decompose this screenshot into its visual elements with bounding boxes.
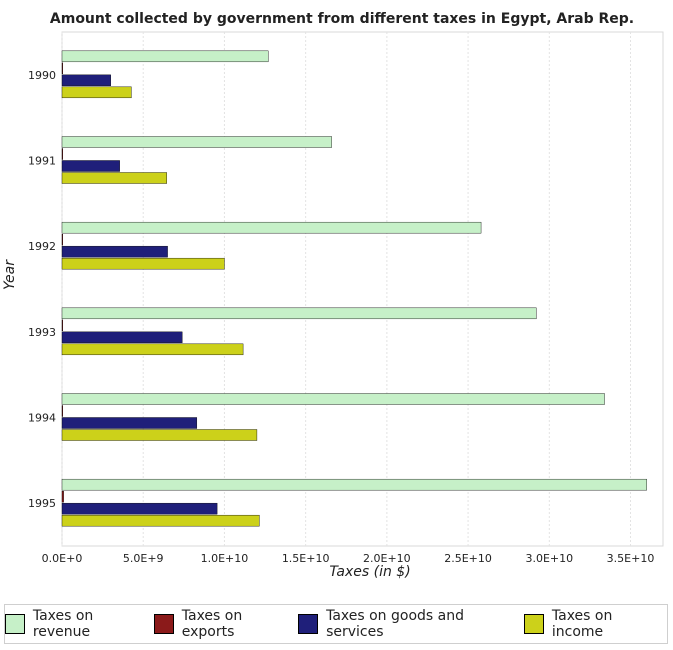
bar-taxes-on-exports-1994	[61, 405, 64, 417]
bar-taxes-on-revenue-1995	[61, 478, 647, 491]
x-tick-label: 1.5E+10	[282, 552, 330, 565]
x-tick-label: 5.0E+9	[123, 552, 164, 565]
bar-taxes-on-revenue-1994	[61, 393, 605, 405]
bar-taxes-on-exports-1995	[61, 490, 64, 503]
bar-taxes-on-income-1992	[61, 257, 225, 270]
legend-item: Taxes on goods and services	[298, 608, 524, 640]
bar-taxes-on-goods-and-services-1990	[61, 74, 111, 87]
legend-label: Taxes on goods and services	[326, 608, 464, 640]
bar-taxes-on-exports-1992	[61, 233, 64, 246]
bar-taxes-on-exports-1991	[61, 148, 64, 160]
bar-taxes-on-revenue-1991	[61, 136, 332, 148]
bar-taxes-on-goods-and-services-1994	[61, 417, 198, 429]
bar-taxes-on-income-1990	[61, 86, 132, 99]
x-tick-label: 3.5E+10	[607, 552, 655, 565]
x-tick-label: 3.0E+10	[525, 552, 573, 565]
legend-item: Taxes on revenue	[5, 608, 154, 640]
legend-swatch	[298, 614, 319, 634]
bar-taxes-on-income-1995	[61, 514, 260, 527]
y-tick-label: 1993	[28, 326, 56, 339]
bar-taxes-on-goods-and-services-1991	[61, 160, 120, 172]
bar-taxes-on-revenue-1992	[61, 221, 482, 234]
y-tick-label: 1994	[28, 412, 56, 425]
chart-svg: Amount collected by government from diff…	[2, 11, 664, 580]
legend-swatch	[524, 614, 544, 634]
x-tick-label: 2.0E+10	[363, 552, 411, 565]
y-tick-label: 1995	[28, 497, 56, 510]
y-tick-label: 1992	[28, 240, 56, 253]
bar-taxes-on-goods-and-services-1995	[61, 502, 218, 515]
bar-taxes-on-revenue-1993	[61, 307, 537, 320]
x-tick-label: 1.0E+10	[201, 552, 249, 565]
bar-taxes-on-goods-and-services-1992	[61, 245, 168, 258]
legend-item: Taxes on exports	[153, 608, 298, 640]
bar-taxes-on-goods-and-services-1993	[61, 331, 183, 344]
y-axis-label: Year	[2, 259, 18, 290]
legend-label: Taxes on exports	[181, 608, 243, 640]
y-tick-label: 1990	[28, 69, 56, 82]
legend: Taxes on revenue Taxes on exports Taxes on…	[4, 604, 668, 644]
bar-taxes-on-income-1993	[61, 343, 244, 356]
legend-swatch	[153, 614, 174, 634]
chart-title: Amount collected by government from diff…	[50, 11, 634, 27]
legend-item: Taxes on income	[524, 608, 667, 640]
y-tick-label: 1991	[28, 155, 56, 168]
legend-label: Taxes on income	[551, 608, 613, 640]
x-tick-label: 2.5E+10	[444, 552, 492, 565]
legend-swatch	[5, 614, 25, 634]
bar-taxes-on-exports-1990	[61, 62, 64, 75]
bar-taxes-on-income-1994	[61, 429, 258, 441]
bar-taxes-on-exports-1993	[61, 319, 64, 332]
plot-area	[61, 31, 664, 547]
legend-label: Taxes on revenue	[32, 608, 94, 640]
bar-taxes-on-income-1991	[61, 172, 167, 184]
x-axis-label: Taxes (in $)	[329, 564, 410, 580]
bar-taxes-on-revenue-1990	[61, 50, 269, 63]
x-tick-label: 0.0E+0	[42, 552, 83, 565]
